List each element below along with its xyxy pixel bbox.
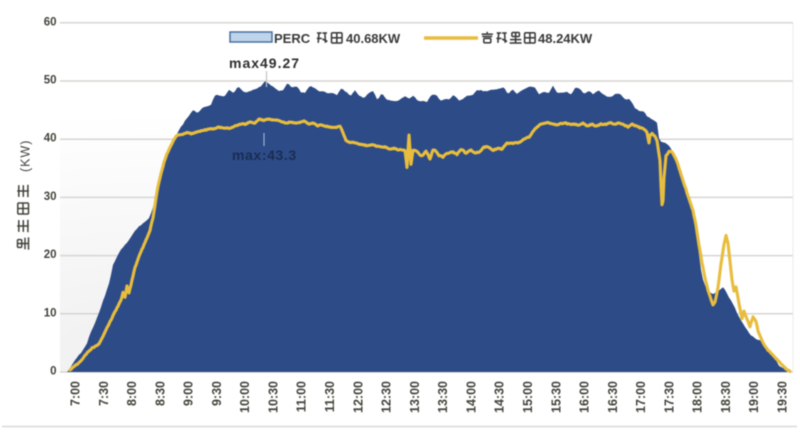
svg-text:17:30: 17:30 <box>662 381 676 413</box>
svg-text:(KW): (KW) <box>19 140 33 172</box>
svg-text:19:00: 19:00 <box>747 381 761 413</box>
svg-text:9:00: 9:00 <box>182 381 196 406</box>
svg-text:18:30: 18:30 <box>719 381 733 413</box>
svg-text:40: 40 <box>44 133 57 145</box>
svg-text:PERC: PERC <box>274 31 311 46</box>
svg-text:15:30: 15:30 <box>549 381 563 413</box>
svg-text:20: 20 <box>44 249 57 261</box>
svg-text:9:30: 9:30 <box>210 381 224 406</box>
svg-text:10:00: 10:00 <box>238 381 252 413</box>
svg-text:10:30: 10:30 <box>267 381 281 413</box>
svg-text:0: 0 <box>50 366 56 378</box>
svg-text:14:30: 14:30 <box>493 381 507 413</box>
svg-text:15:00: 15:00 <box>521 381 535 413</box>
svg-text:8:00: 8:00 <box>125 381 139 406</box>
svg-text:max:43.3: max:43.3 <box>232 147 297 163</box>
svg-text:10: 10 <box>44 307 57 319</box>
svg-text:12:00: 12:00 <box>351 381 365 413</box>
svg-text:14:00: 14:00 <box>464 381 478 413</box>
svg-text:16:00: 16:00 <box>578 381 592 413</box>
svg-text:7:00: 7:00 <box>69 381 83 406</box>
svg-text:40.68KW: 40.68KW <box>346 31 401 46</box>
svg-text:13:30: 13:30 <box>436 381 450 413</box>
svg-text:19:30: 19:30 <box>776 381 790 413</box>
svg-text:18:00: 18:00 <box>691 381 705 413</box>
svg-text:8:30: 8:30 <box>153 381 167 406</box>
svg-text:12:30: 12:30 <box>380 381 394 413</box>
svg-text:11:30: 11:30 <box>323 381 337 412</box>
svg-text:13:00: 13:00 <box>408 381 422 413</box>
svg-text:50: 50 <box>44 75 57 87</box>
svg-text:11:00: 11:00 <box>295 381 309 412</box>
svg-text:7:30: 7:30 <box>97 381 111 406</box>
svg-text:17:00: 17:00 <box>634 381 648 413</box>
svg-text:16:30: 16:30 <box>606 381 620 413</box>
svg-text:60: 60 <box>44 16 57 28</box>
svg-text:max49.27: max49.27 <box>229 55 300 71</box>
svg-text:48.24KW: 48.24KW <box>538 31 593 46</box>
svg-text:30: 30 <box>44 191 57 203</box>
